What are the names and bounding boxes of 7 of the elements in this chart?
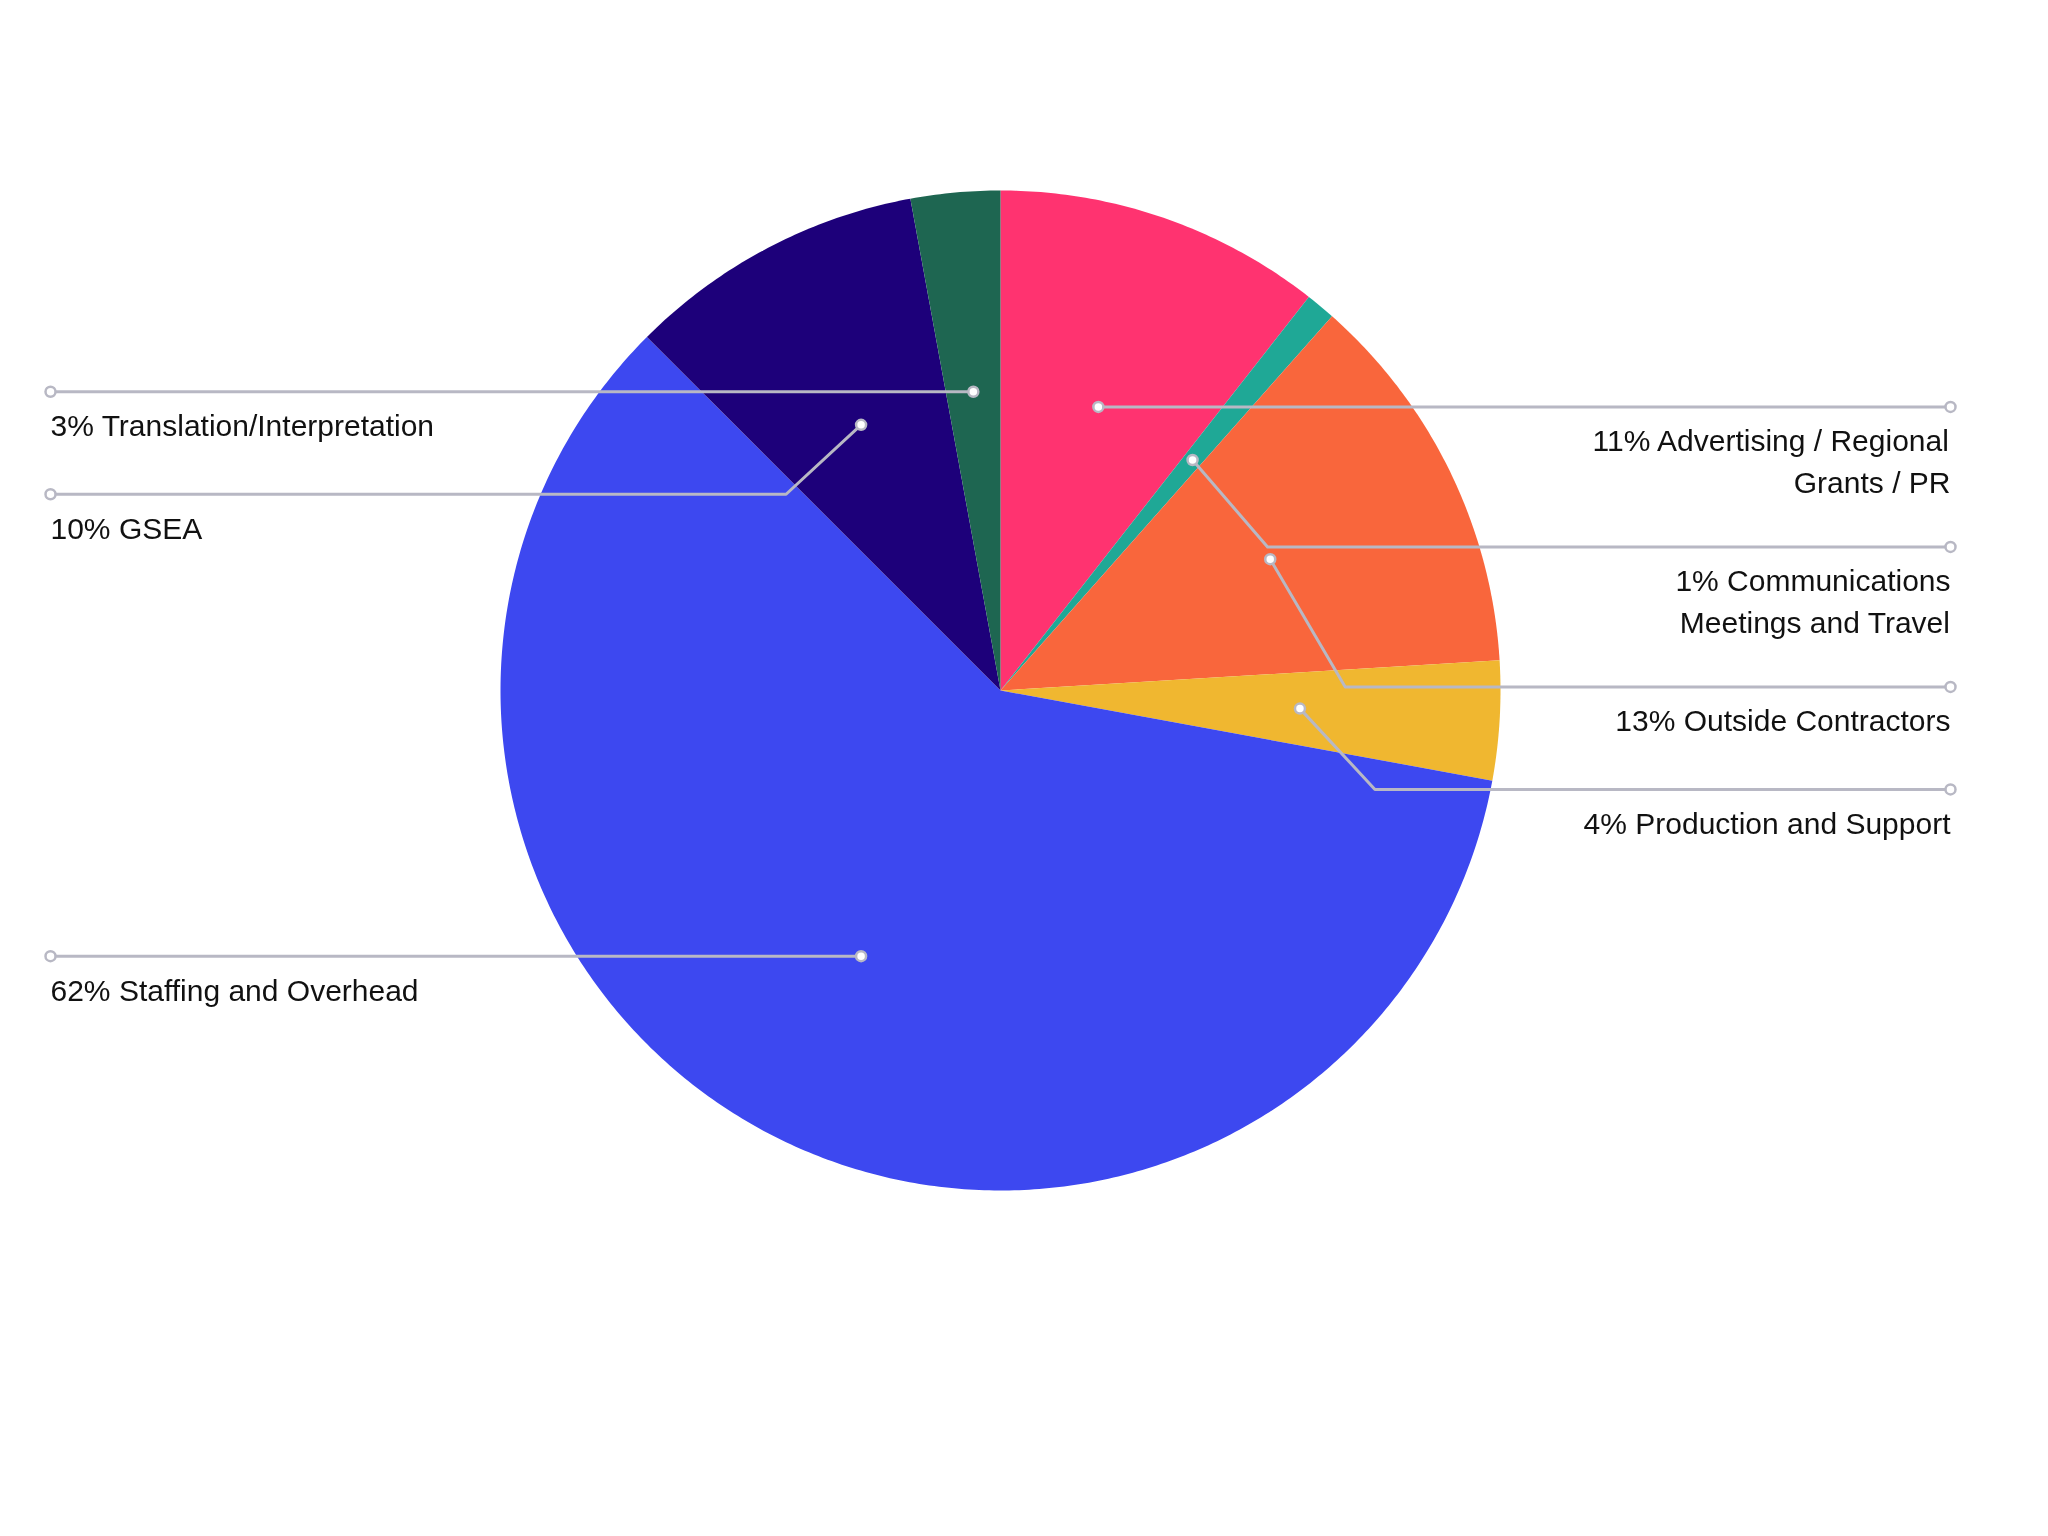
- slice-label: 10% GSEA: [50, 511, 203, 545]
- slice-label: 1% Communications Meetings and Travel: [1675, 564, 1951, 639]
- slice-label: 11% Advertising / Regional Grants / PR: [1592, 424, 1951, 499]
- slice-label: 4% Production and Support: [1583, 806, 1952, 840]
- slice-label: 62% Staffing and Overhead: [50, 973, 419, 1007]
- slice-label: 3% Translation/Interpretation: [50, 409, 435, 443]
- slice-label: 13% Outside Contractors: [1615, 704, 1951, 738]
